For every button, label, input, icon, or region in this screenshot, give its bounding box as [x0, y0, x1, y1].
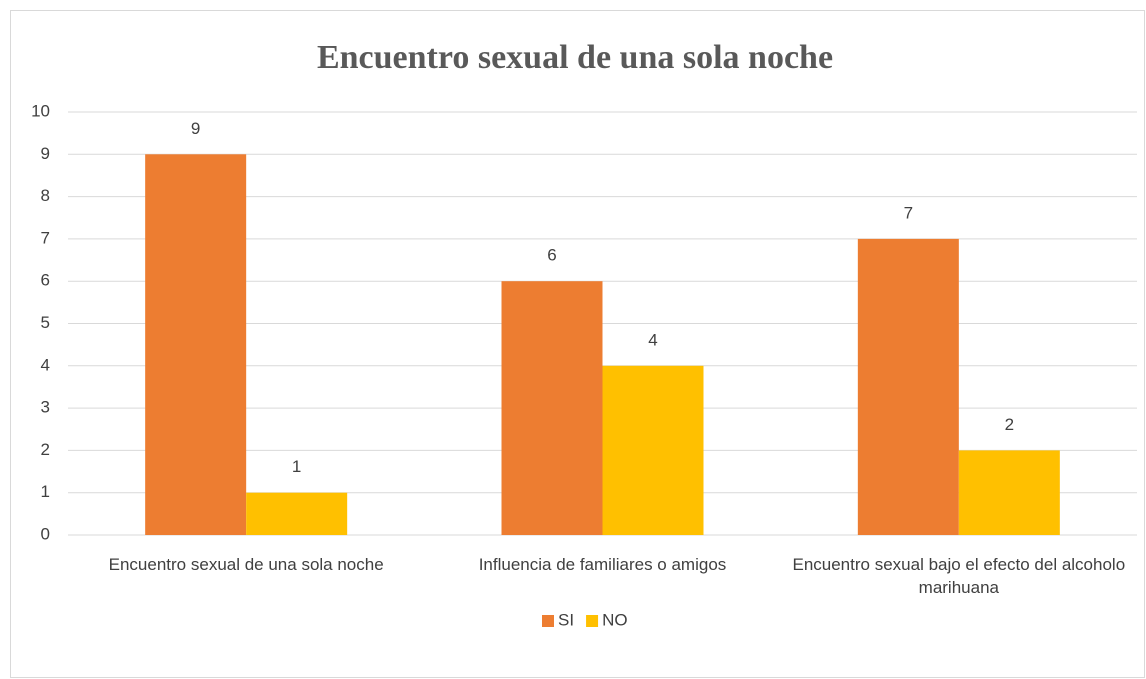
bar	[246, 492, 348, 535]
y-tick-label: 3	[41, 398, 50, 417]
data-label: 9	[191, 119, 200, 138]
y-tick-label: 8	[41, 186, 50, 205]
data-label: 7	[904, 203, 913, 222]
y-tick-label: 7	[41, 228, 50, 247]
bar	[602, 365, 704, 535]
y-tick-label: 10	[31, 101, 50, 120]
bar	[958, 450, 1060, 535]
data-label: 1	[292, 457, 301, 476]
legend-label: SI	[558, 610, 574, 629]
data-label: 6	[547, 246, 556, 265]
bar	[501, 281, 603, 535]
bar	[145, 154, 247, 536]
bar	[857, 238, 959, 535]
legend-swatch	[586, 615, 599, 627]
y-tick-label: 4	[41, 355, 50, 374]
chart-title: Encuentro sexual de una sola noche	[317, 39, 833, 76]
legend-label: NO	[602, 610, 628, 629]
data-label: 2	[1005, 415, 1014, 434]
x-tick-label: Encuentro sexual bajo el efecto del alco…	[792, 555, 1126, 597]
y-tick-label: 9	[41, 144, 50, 163]
y-tick-label: 0	[41, 524, 50, 543]
y-tick-label: 5	[41, 313, 50, 332]
y-tick-label: 6	[41, 271, 50, 290]
x-tick-label: Influencia de familiares o amigos	[478, 555, 727, 574]
data-label: 4	[648, 330, 657, 349]
x-tick-label: Encuentro sexual de una sola noche	[108, 555, 384, 574]
y-tick-label: 2	[41, 440, 50, 459]
legend-swatch	[542, 615, 554, 627]
y-tick-label: 1	[41, 482, 50, 501]
